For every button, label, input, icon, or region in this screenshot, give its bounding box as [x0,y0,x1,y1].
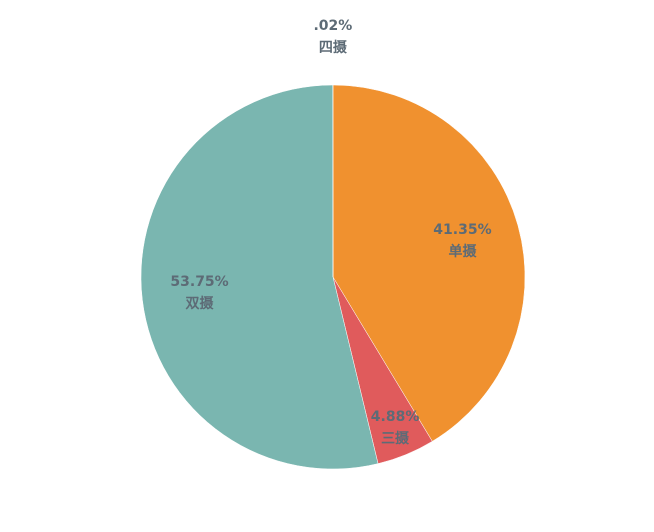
data-label: .02% [313,18,352,34]
category-label: 三摄 [381,430,410,447]
category-label: 双摄 [186,295,215,312]
pie-slice [140,84,379,470]
data-label: 41.35% [433,222,491,238]
category-label: 四摄 [319,39,348,56]
data-label: 53.75% [170,274,228,290]
pie-slice [332,84,526,442]
category-label: 单摄 [448,243,477,260]
data-label: 4.88% [371,409,420,425]
